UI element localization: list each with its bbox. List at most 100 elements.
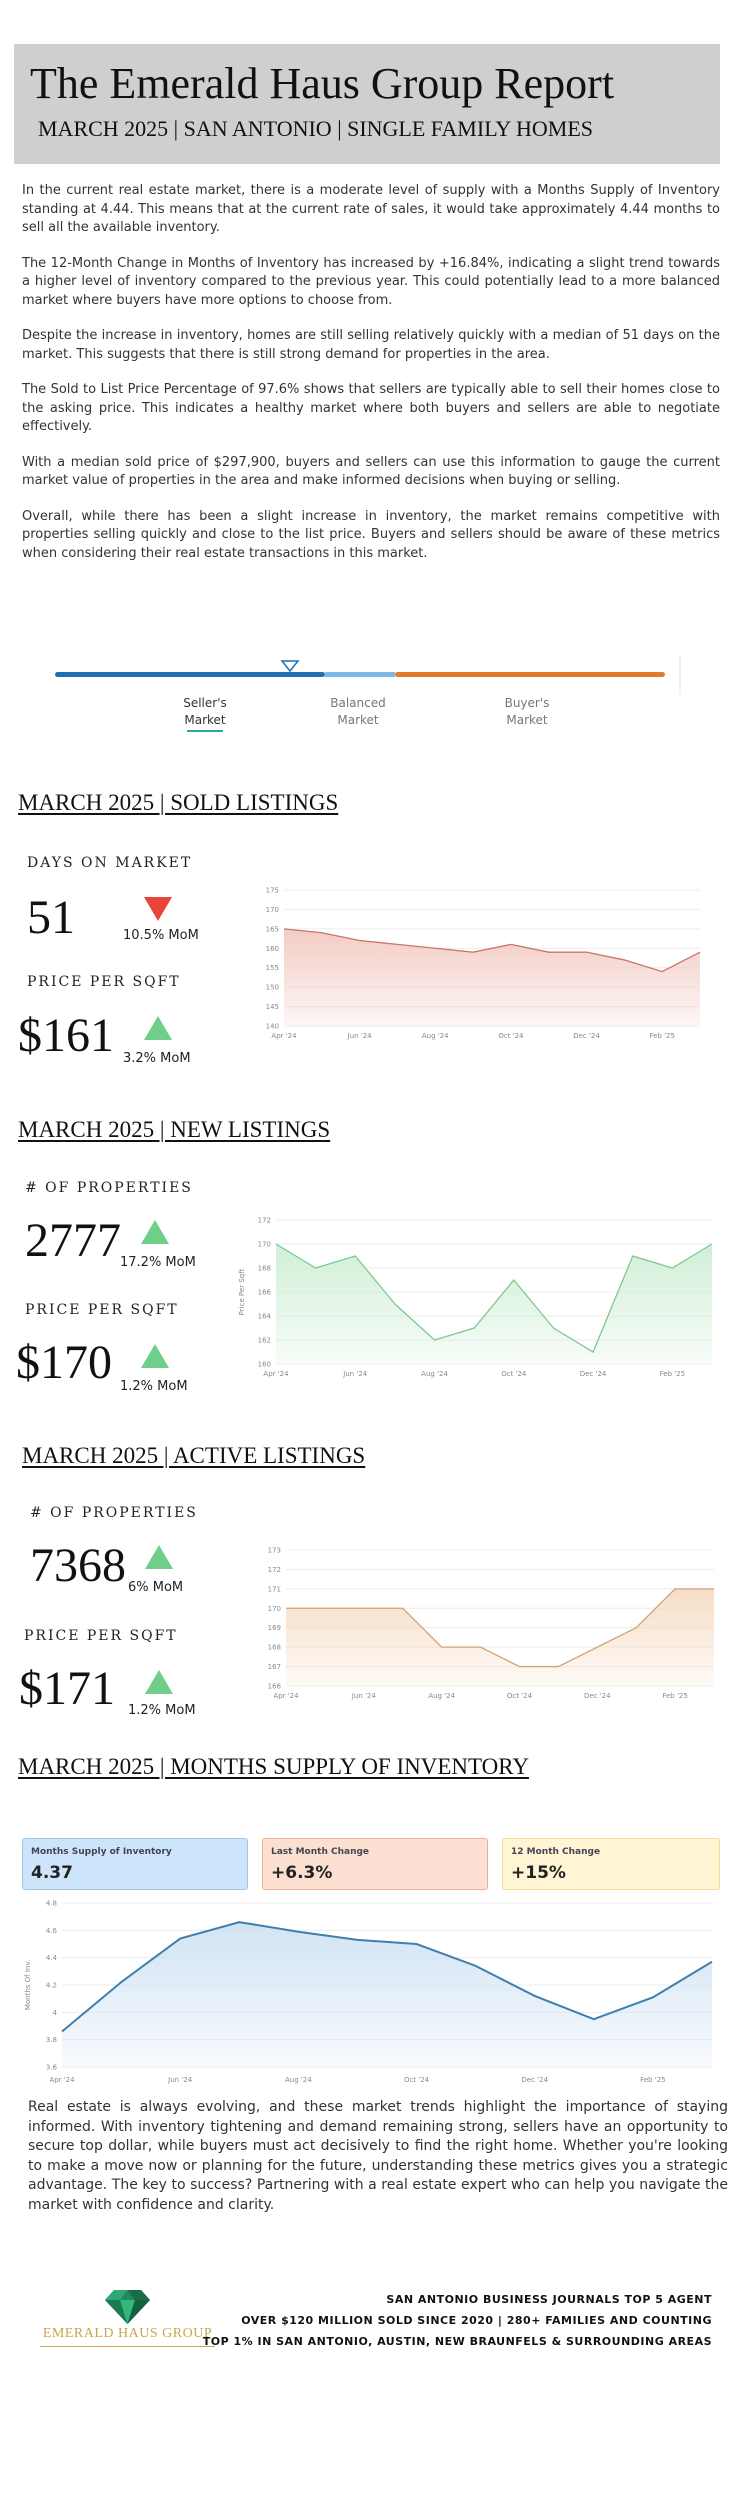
- gauge-bar: [55, 655, 681, 695]
- new-ppsf-change: 1.2% MoM: [120, 1379, 188, 1394]
- active-ppsf-label: PRICE PER SQFT: [24, 1628, 178, 1644]
- x-tick-label: Feb '25: [640, 2076, 665, 2084]
- gauge-label-sellers: Seller's Market: [165, 695, 245, 732]
- report-title: The Emerald Haus Group Report: [30, 59, 615, 108]
- x-tick-label: Dec '24: [580, 1370, 607, 1378]
- y-tick-label: 175: [266, 887, 279, 895]
- y-axis-label: Months Of Inv.: [24, 1960, 32, 2010]
- intro-paragraph: The 12-Month Change in Months of Invento…: [22, 255, 720, 308]
- new-ppsf-value: $170: [16, 1336, 112, 1389]
- x-tick-label: Oct '24: [498, 1032, 524, 1040]
- sold-dom-value: 51: [27, 891, 75, 944]
- x-tick-label: Oct '24: [501, 1370, 527, 1378]
- sold-dom-change: 10.5% MoM: [123, 928, 199, 943]
- y-tick-label: 160: [258, 1361, 271, 1369]
- gauge-selected-underline: [187, 730, 223, 732]
- y-tick-label: 172: [268, 1566, 281, 1574]
- y-tick-label: 155: [266, 964, 279, 972]
- x-tick-label: Apr '24: [263, 1370, 289, 1378]
- msi-card-label: Last Month Change: [271, 1847, 370, 1857]
- chart-svg: 160 162 164 166 168 170 172 Apr '24 Jun '24 Aug '…: [238, 1217, 713, 1378]
- x-tick-label: Oct '24: [507, 1692, 533, 1700]
- y-tick-label: 172: [258, 1217, 271, 1225]
- trend-down-icon: [144, 897, 172, 921]
- y-tick-label: 168: [268, 1644, 281, 1652]
- x-tick-label: Jun '24: [347, 1032, 373, 1040]
- active-ppsf-value: $171: [19, 1662, 115, 1715]
- report-header: The Emerald Haus Group Report MARCH 2025…: [14, 44, 720, 164]
- trend-up-icon: [144, 1016, 172, 1040]
- msi-chart: 3.6 3.8 4 4.2 4.4 4.6 4.8 Apr '24 Jun '24 Aug '24…: [20, 1895, 720, 2087]
- x-tick-label: Apr '24: [273, 1692, 299, 1700]
- gauge-label-balanced: Balanced Market: [330, 696, 386, 727]
- y-tick-label: 166: [268, 1683, 282, 1691]
- sold-ppsf-value: $161: [18, 1009, 114, 1062]
- x-tick-label: Feb '25: [649, 1032, 674, 1040]
- x-tick-label: Aug '24: [285, 2076, 312, 2084]
- intro-paragraph: In the current real estate market, there…: [22, 183, 720, 235]
- msi-card-value: +15%: [511, 1863, 566, 1883]
- new-section-title: MARCH 2025 | NEW LISTINGS: [18, 1117, 331, 1142]
- y-tick-label: 165: [266, 925, 279, 933]
- chart-svg: 166 167 168 169 170 171 172 173 Apr '24 Jun '24 Au…: [268, 1547, 714, 1700]
- y-tick-label: 166: [258, 1289, 272, 1297]
- gauge-buyer-segment: [395, 672, 665, 677]
- y-tick-label: 168: [258, 1265, 271, 1273]
- y-tick-label: 4.8: [46, 1900, 57, 1908]
- y-tick-label: 173: [268, 1547, 281, 1555]
- sold-section-title: MARCH 2025 | SOLD LISTINGS: [18, 790, 339, 815]
- y-tick-label: 145: [266, 1003, 279, 1011]
- y-tick-label: 170: [258, 1241, 271, 1249]
- x-tick-label: Dec '24: [584, 1692, 611, 1700]
- new-count-label: # OF PROPERTIES: [25, 1180, 193, 1196]
- active-count-label: # OF PROPERTIES: [30, 1505, 198, 1521]
- series-area: [62, 1922, 712, 2067]
- new-ppsf-chart: 160 162 164 166 168 170 172 Apr '24 Jun '24 Aug '…: [234, 1212, 720, 1380]
- chart-svg: 3.6 3.8 4 4.2 4.4 4.6 4.8 Apr '24 Jun '24 Aug '24…: [24, 1900, 713, 2084]
- new-count-change: 17.2% MoM: [120, 1255, 196, 1270]
- msi-card-value: +6.3%: [271, 1863, 333, 1883]
- x-tick-label: Dec '24: [573, 1032, 600, 1040]
- sold-ppsf-change: 3.2% MoM: [123, 1051, 191, 1066]
- trend-up-icon: [141, 1220, 169, 1244]
- x-tick-label: Jun '24: [342, 1370, 368, 1378]
- x-tick-label: Jun '24: [351, 1692, 377, 1700]
- y-tick-label: 171: [268, 1585, 281, 1593]
- logo-divider: [40, 2346, 215, 2347]
- intro-paragraph: With a median sold price of $297,900, bu…: [22, 454, 720, 489]
- y-tick-label: 3.6: [46, 2064, 58, 2072]
- y-tick-label: 4.6: [46, 1927, 58, 1935]
- y-axis-label: Price Per Sqft: [238, 1268, 246, 1315]
- outro-text: Real estate is always evolving, and thes…: [28, 2099, 728, 2213]
- emerald-icon: [105, 2290, 150, 2324]
- x-tick-label: Feb '25: [660, 1370, 685, 1378]
- y-tick-label: 162: [258, 1337, 271, 1345]
- logo-text: EMERALD HAUS GROUP: [42, 2326, 213, 2341]
- footer-sales-line: OVER $120 MILLION SOLD SINCE 2020 | 280+…: [241, 2314, 712, 2327]
- y-tick-label: 150: [266, 984, 279, 992]
- series-line: [275, 1243, 713, 1353]
- sold-ppsf-chart: 140 145 150 155 160 165 170 175 Apr '24 Jun '24 Au…: [262, 882, 710, 1042]
- company-logo: EMERALD HAUS GROUP: [40, 2280, 215, 2350]
- series-area: [284, 928, 700, 1026]
- y-tick-label: 140: [266, 1023, 279, 1031]
- footer-award-line: SAN ANTONIO BUSINESS JOURNALS TOP 5 AGEN…: [386, 2293, 712, 2306]
- series-line: [283, 928, 701, 973]
- msi-section-title: MARCH 2025 | MONTHS SUPPLY OF INVENTORY: [18, 1754, 529, 1779]
- trend-up-icon: [141, 1344, 169, 1368]
- y-tick-label: 3.8: [46, 2036, 57, 2044]
- y-tick-label: 169: [268, 1624, 281, 1632]
- sold-ppsf-label: PRICE PER SQFT: [27, 974, 181, 990]
- sold-dom-label: DAYS ON MARKET: [27, 855, 193, 871]
- intro-paragraph: The Sold to List Price Percentage of 97.…: [22, 382, 720, 434]
- msi-card-value: 4.37: [31, 1863, 73, 1883]
- intro-text: In the current real estate market, there…: [22, 182, 720, 580]
- x-tick-label: Apr '24: [49, 2076, 75, 2084]
- trend-up-icon: [145, 1670, 173, 1694]
- series-line: [61, 1921, 713, 2033]
- intro-paragraph: Overall, while there has been a slight i…: [22, 508, 720, 561]
- market-gauge: Seller's Market Balanced Market Buyer's …: [50, 655, 690, 735]
- gauge-seller-segment: [55, 672, 325, 677]
- active-ppsf-chart: 166 167 168 169 170 171 172 173 Apr '24 Jun '24 Au…: [264, 1542, 720, 1702]
- new-ppsf-label: PRICE PER SQFT: [25, 1302, 179, 1318]
